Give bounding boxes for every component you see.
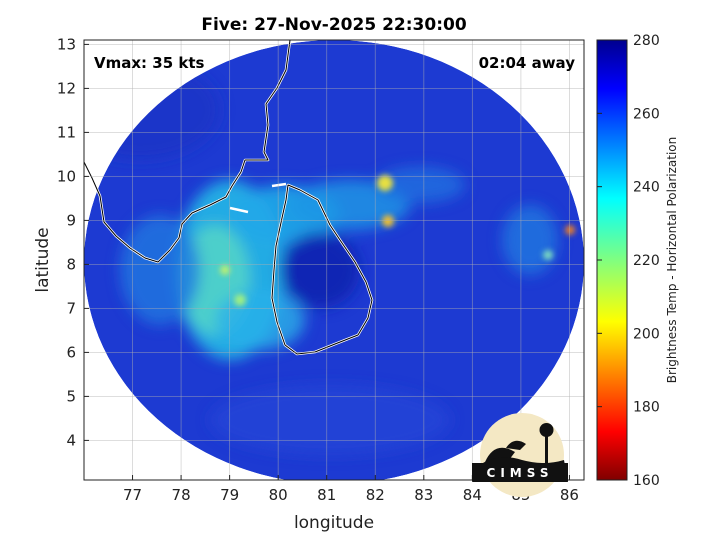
logo-banner (472, 463, 568, 481)
x-tick-label: 82 (366, 486, 385, 504)
india-coastline-inner (84, 40, 291, 263)
y-tick-label: 13 (57, 35, 76, 53)
x-tick-label: 78 (172, 486, 191, 504)
x-tick-label: 80 (269, 486, 288, 504)
x-tick-label: 79 (220, 486, 239, 504)
y-tick-label: 12 (57, 79, 76, 97)
y-tick-label: 10 (57, 167, 76, 185)
colorbar-tick-label: 180 (633, 400, 660, 416)
grid-lines (84, 40, 584, 480)
colorbar-tick-label: 160 (633, 473, 660, 489)
y-tick-label: 4 (66, 431, 76, 449)
vmax-annotation: Vmax: 35 kts (94, 54, 204, 72)
x-tick-label: 84 (463, 486, 482, 504)
colorbar-tick-label: 260 (633, 106, 660, 122)
colorbar-label: Brightness Temp - Horizontal Polarizatio… (665, 137, 679, 384)
plot-area (84, 40, 584, 480)
colorbar-tick-label: 220 (633, 253, 660, 269)
colorbar-ticks: 280 260 240 220 200 180 160 (597, 33, 660, 489)
time-away-annotation: 02:04 away (479, 54, 576, 72)
logo-text: CIMSS (487, 466, 554, 480)
y-tick-label: 6 (66, 343, 76, 361)
y-tick-label: 11 (57, 123, 76, 141)
y-tick-label: 8 (66, 255, 76, 273)
logo-dishes-icon (485, 440, 526, 462)
colorbar: 280 260 240 220 200 180 160 Brightness Temp - … (596, 33, 679, 489)
colorbar-tick-label: 200 (633, 326, 660, 342)
x-tick-label: 83 (414, 486, 433, 504)
y-axis-label: latitude (33, 227, 53, 292)
y-tick-label: 9 (66, 211, 76, 229)
y-axis-ticks: 4 5 6 7 8 9 10 11 12 13 (57, 35, 89, 449)
x-tick-label: 81 (317, 486, 336, 504)
hot-spots (220, 175, 575, 306)
y-tick-label: 7 (66, 299, 76, 317)
coastlines (84, 40, 374, 356)
sri-lanka-coastline-inner (271, 184, 373, 355)
plot-frame (83, 39, 585, 481)
x-tick-label: 86 (560, 486, 579, 504)
gulf-islands-coastline (229, 182, 287, 214)
colorbar-tick-label: 240 (633, 180, 660, 196)
x-axis-label: longitude (294, 513, 374, 533)
logo-tower-icon (545, 430, 548, 466)
cimss-logo: CIMSS (472, 413, 568, 497)
colorbar-tick-label: 280 (633, 33, 660, 49)
y-tick-label: 5 (66, 387, 76, 405)
x-tick-label: 77 (123, 486, 142, 504)
chart-title: Five: 27-Nov-2025 22:30:00 (201, 15, 466, 35)
